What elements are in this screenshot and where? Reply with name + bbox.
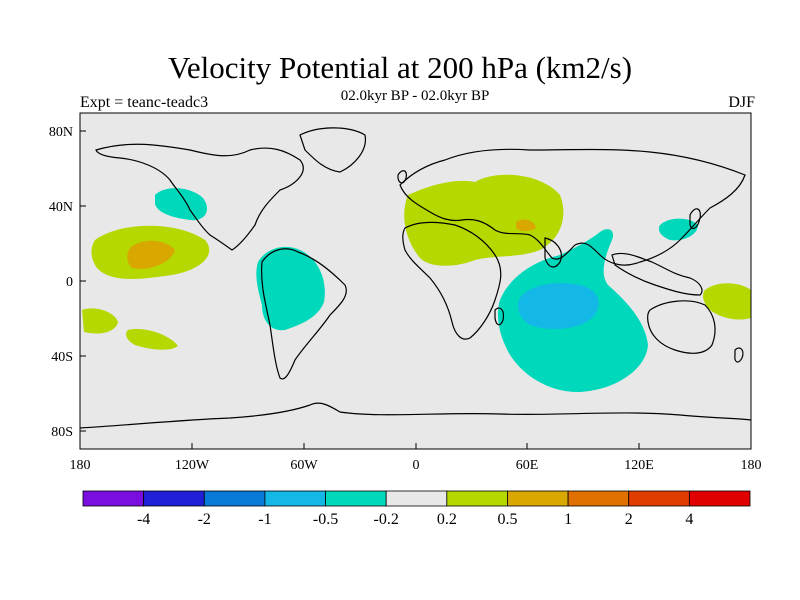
lat-axis: 80N 40N 0 40S 80S [49,125,86,440]
colorbar-label: -0.2 [374,511,399,528]
colorbar-label: -0.5 [313,511,338,528]
colorbar-swatch [688,490,751,507]
map-title: Velocity Potential at 200 hPa (km2/s) [167,50,633,85]
coastlines [80,127,751,429]
lon-tick-label: 120W [175,458,210,473]
colorbar-labels: -4 -2 -1 -0.5 -0.2 0.2 0.5 1 2 4 [137,511,693,528]
colorbar [82,490,751,507]
colorbar-label: 4 [685,511,693,528]
colorbar-swatch [203,490,266,507]
map-subtitle: 02.0kyr BP - 02.0kyr BP [340,88,490,104]
colorbar-swatch [567,490,630,507]
colorbar-label: -2 [198,511,211,528]
colorbar-swatch [264,490,326,507]
lat-tick-label: 0 [66,275,73,290]
colorbar-label: -1 [258,511,271,528]
map-background [80,113,751,449]
contour-negative-west-pacific [658,218,698,241]
colorbar-label: 1 [564,511,572,528]
lat-tick-label: 80N [49,125,73,140]
contour-positive-south-pacific [82,308,118,334]
lon-axis: 180 120W 60W 0 60E 120E 180 [70,443,762,473]
contour-negative-half-indian-ocean [518,283,599,330]
colorbar-swatch [82,490,145,507]
contour-negative-south-america [256,246,325,331]
lon-tick-label: 180 [70,458,91,473]
season-label: DJF [728,94,755,111]
contour-positive-south-pacific-2 [126,329,178,350]
colorbar-label: -4 [137,511,150,528]
lon-tick-label: 120E [624,458,654,473]
lon-tick-label: 60W [290,458,318,473]
lon-tick-label: 180 [741,458,762,473]
colorbar-label: 0.5 [497,511,517,528]
contour-half-arabia [516,219,536,231]
experiment-label: Expt = teanc-teadc3 [80,94,209,111]
contour-half-central-pacific [127,240,175,269]
colorbar-swatch [446,490,508,507]
lat-tick-label: 40S [51,350,73,365]
lon-tick-label: 0 [413,458,420,473]
colorbar-swatch [325,490,387,507]
lat-tick-label: 80S [51,425,73,440]
colorbar-label: 0.2 [437,511,457,528]
colorbar-swatch [628,490,690,507]
contour-positive-eurasia [404,174,564,266]
lat-tick-label: 40N [49,200,73,215]
contour-fills [80,127,751,429]
lon-tick-label: 60E [516,458,539,473]
colorbar-swatch [385,490,448,507]
colorbar-swatch [143,490,205,507]
colorbar-label: 2 [625,511,633,528]
colorbar-swatch [507,490,569,507]
contour-negative-north-america [155,188,207,221]
contour-positive-australia [703,283,751,320]
